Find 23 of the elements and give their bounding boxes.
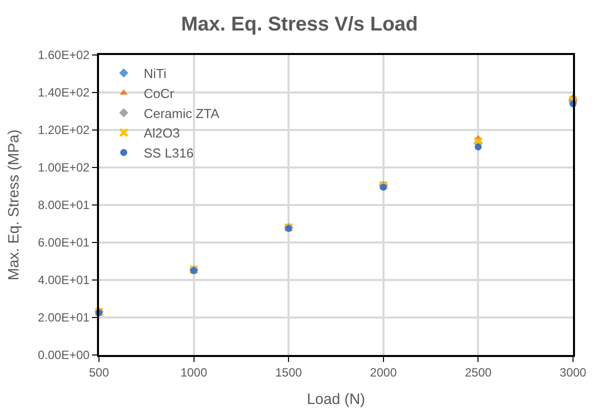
y-tick-label: 1.00E+02 xyxy=(38,160,90,175)
chart-title: Max. Eq. Stress V/s Load xyxy=(181,14,418,36)
legend-label: SS L316 xyxy=(144,146,194,161)
y-tick-label: 1.20E+02 xyxy=(38,123,90,138)
legend-label: NiTi xyxy=(144,66,166,82)
y-tick-label: 4.00E+01 xyxy=(38,273,90,288)
x-tick-label: 1500 xyxy=(275,365,302,380)
y-tick-label: 1.40E+02 xyxy=(38,86,90,100)
legend-label: CoCr xyxy=(144,86,175,101)
y-axis-title: Max. Eq. Stress (MPa) xyxy=(6,130,23,280)
x-tick-label: 1000 xyxy=(180,365,208,380)
x-tick-label: 2000 xyxy=(370,365,398,380)
x-axis-title: Load (N) xyxy=(306,390,366,408)
y-tick-label: 6.00E+01 xyxy=(38,236,90,250)
y-tick-label: 2.00E+01 xyxy=(38,310,90,325)
y-tick-label: 0.00E+00 xyxy=(38,348,90,362)
y-tick-label: 1.60E+02 xyxy=(38,48,90,62)
x-tick-label: 500 xyxy=(88,365,110,380)
y-tick-label: 8.00E+01 xyxy=(38,198,90,212)
x-tick-label: 3000 xyxy=(560,365,587,380)
legend-label: Ceramic ZTA xyxy=(144,106,220,121)
legend-label: Al2O3 xyxy=(144,126,180,141)
x-tick-label: 2500 xyxy=(464,365,492,380)
